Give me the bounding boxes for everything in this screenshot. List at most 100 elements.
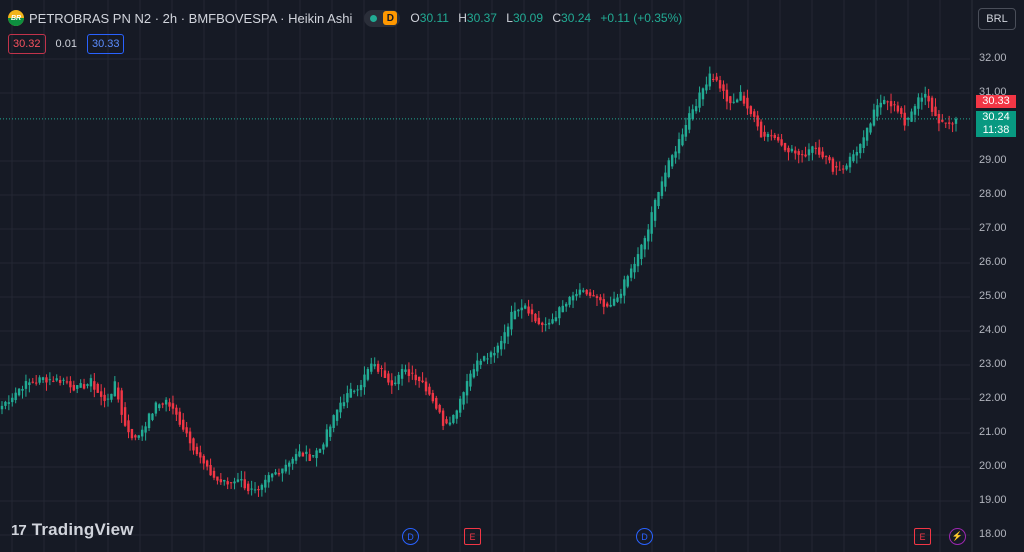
candle-body [209, 465, 212, 476]
candle-body [407, 369, 411, 376]
candle-body [38, 377, 41, 383]
candle-body [117, 387, 120, 400]
candle-body [178, 411, 182, 425]
market-status[interactable]: D [364, 9, 401, 27]
candle-body [530, 309, 534, 315]
candle-body [243, 479, 246, 489]
candle-body [913, 106, 917, 115]
close-label: C [552, 11, 562, 25]
high-value: 30.37 [466, 11, 497, 25]
currency-selector[interactable]: BRL [978, 8, 1016, 30]
candle-body [387, 373, 390, 383]
candle-body [438, 404, 441, 413]
split-marker[interactable]: ⚡ [949, 528, 966, 545]
candle-body [551, 319, 554, 324]
candle-body [431, 392, 435, 402]
open-value: 30.11 [419, 11, 449, 25]
candle-body [158, 404, 161, 409]
candle-body [691, 109, 694, 120]
candle-body [164, 399, 168, 405]
price-axis-label: 32.00 [979, 52, 1007, 64]
buy-price-button[interactable]: 30.33 [86, 34, 125, 54]
delayed-data-badge[interactable]: D [383, 11, 398, 25]
candle-body [612, 298, 616, 306]
candle-body [298, 451, 301, 457]
earnings-marker[interactable]: E [914, 528, 931, 545]
candle-body [599, 297, 602, 301]
candle-body [493, 352, 496, 356]
close-value: 30.24 [561, 11, 592, 25]
candle-body [469, 373, 472, 387]
candle-body [841, 168, 845, 170]
symbol-header[interactable]: BR PETROBRAS PN N2 · 2h · BMFBOVESPA · H… [8, 8, 688, 28]
candle-body [739, 91, 742, 101]
bar-countdown-tag: 11:38 [976, 124, 1016, 137]
market-open-dot-icon [370, 14, 378, 22]
candle-body [335, 409, 339, 421]
candle-body [609, 304, 612, 307]
candle-body [585, 289, 588, 295]
candle-body [48, 379, 52, 381]
candle-body [99, 391, 103, 397]
candle-body [448, 422, 452, 425]
candle-body [274, 472, 277, 475]
price-axis-label: 28.00 [979, 188, 1007, 200]
candle-body [195, 446, 199, 455]
candle-body [175, 407, 178, 415]
sell-price-button[interactable]: 30.32 [8, 34, 46, 54]
candle-body [199, 452, 202, 458]
candle-body [62, 379, 65, 381]
tradingview-brand[interactable]: 17 TradingView [11, 520, 134, 540]
candle-body [643, 238, 647, 250]
candle-body [89, 378, 93, 387]
candle-body [814, 147, 818, 149]
candle-body [294, 454, 298, 461]
candle-body [212, 470, 216, 478]
candle-body [308, 454, 311, 461]
candle-body [616, 297, 619, 302]
candle-body [797, 151, 800, 155]
candle-body [329, 426, 332, 437]
candle-body [226, 481, 229, 485]
candle-body [458, 398, 462, 413]
price-axis-label: 19.00 [979, 494, 1007, 506]
candle-body [41, 377, 45, 381]
candle-body [113, 381, 117, 397]
candle-body [452, 414, 455, 423]
candle-body [715, 76, 718, 81]
candle-body [424, 381, 428, 392]
candle-body [592, 295, 595, 297]
dividend-marker[interactable]: D [636, 528, 653, 545]
symbol-title[interactable]: PETROBRAS PN N2 · 2h · BMFBOVESPA · Heik… [29, 10, 353, 26]
candle-body [346, 393, 349, 403]
price-axis-label: 27.00 [979, 222, 1007, 234]
candle-body [168, 402, 171, 407]
candle-body [558, 307, 561, 319]
candle-body [342, 402, 346, 407]
candle-body [547, 322, 551, 325]
candle-body [366, 368, 370, 380]
price-axis-label: 21.00 [979, 426, 1007, 438]
candle-body [400, 368, 404, 379]
candle-body [151, 413, 154, 420]
candle-body [684, 125, 688, 137]
candle-body [712, 79, 715, 81]
candle-body [489, 352, 493, 358]
price-axis-label: 22.00 [979, 392, 1007, 404]
candle-body [281, 468, 284, 474]
earnings-marker[interactable]: E [464, 528, 481, 545]
change-value: +0.11 (+0.35%) [600, 11, 683, 25]
dividend-marker[interactable]: D [402, 528, 419, 545]
candle-body [657, 192, 660, 207]
candle-body [277, 472, 281, 475]
candle-body [421, 380, 424, 383]
candle-body [28, 382, 31, 386]
candle-body [718, 80, 722, 89]
candle-body [838, 169, 841, 171]
candle-body [106, 398, 110, 400]
candle-body [852, 154, 855, 162]
candle-body [756, 115, 759, 127]
candle-body [794, 150, 797, 154]
